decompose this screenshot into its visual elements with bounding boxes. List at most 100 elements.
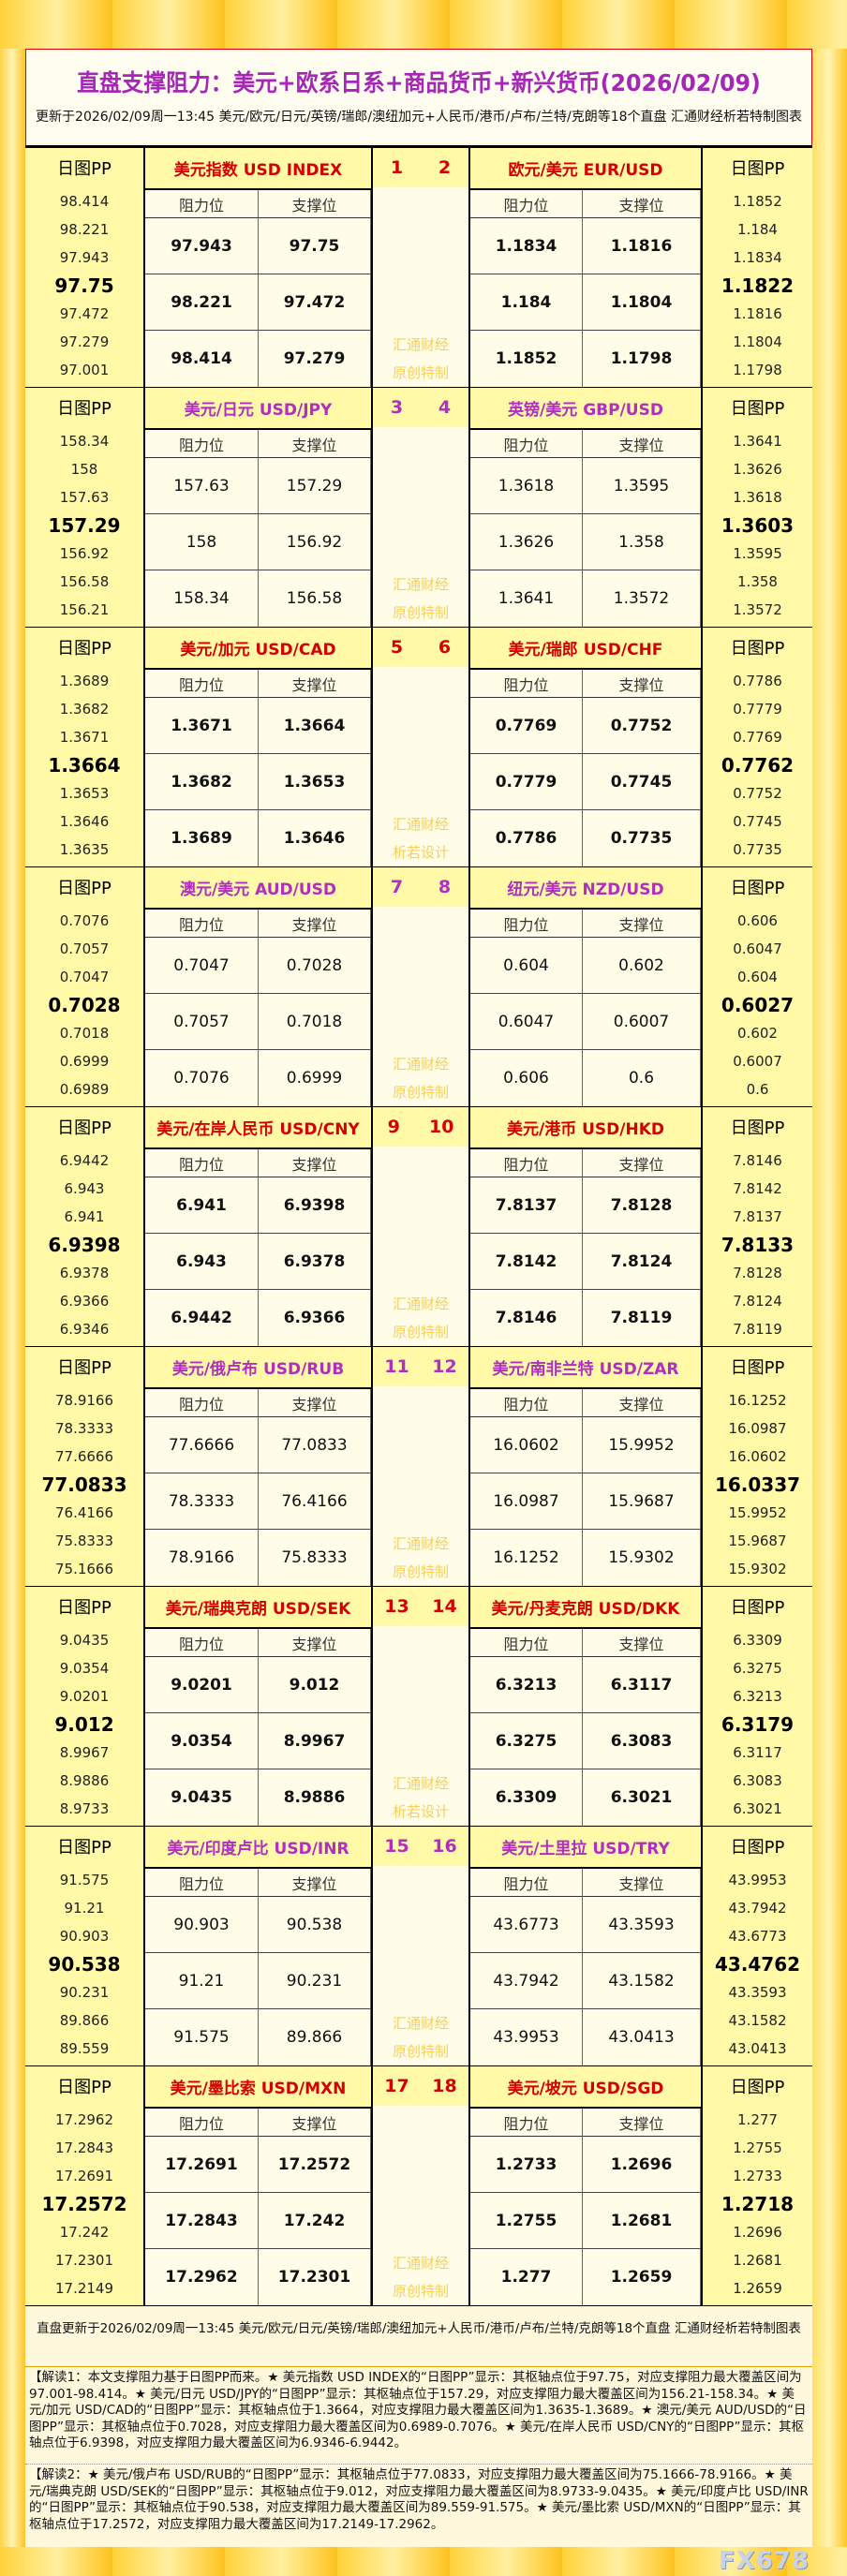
pair-block: 日图PP 9.0435 9.0354 9.0201 9.012 8.9967 8.9886 8… (25, 1584, 812, 1826)
daily-pp-column: 日图PP 6.9442 6.943 6.941 6.9398 6.9378 6.9366 6.… (25, 1107, 145, 1346)
support-header: 支撑位 (259, 190, 371, 218)
support-value: 75.8333 (259, 1530, 371, 1586)
resistance-value: 1.3682 (145, 754, 259, 810)
pp-level: 1.1798 (733, 362, 782, 378)
pp-level: 6.9366 (59, 1293, 110, 1310)
resistance-value: 0.6047 (470, 994, 583, 1050)
pp-level: 0.6999 (59, 1053, 110, 1070)
resistance-value: 6.9442 (145, 1290, 259, 1346)
pp-level: 1.1852 (733, 193, 782, 210)
pp-header: 日图PP (57, 1598, 111, 1618)
pair-title: 美元/瑞郎 USD/CHF (470, 628, 701, 670)
pp-level: 0.7047 (59, 969, 110, 985)
pivot-value: 6.3179 (721, 1713, 795, 1736)
support-value: 156.92 (259, 514, 371, 570)
resistance-value: 90.903 (145, 1897, 259, 1953)
pivot-value: 1.1822 (721, 274, 795, 297)
pair-title: 美元/港币 USD/HKD (470, 1107, 701, 1149)
pp-level: 6.9378 (59, 1265, 110, 1281)
pair-block: 日图PP 1.3689 1.3682 1.3671 1.3664 1.3653 1.3646… (25, 625, 812, 866)
pp-level: 78.9166 (54, 1392, 114, 1409)
pp-level: 9.0201 (59, 1688, 110, 1705)
pp-level: 90.903 (59, 1928, 110, 1945)
pp-level: 9.0354 (59, 1660, 110, 1677)
resistance-value: 17.2843 (145, 2193, 259, 2249)
resistance-header: 阻力位 (145, 1149, 259, 1177)
pair-number: 3 (390, 397, 404, 418)
resistance-value: 1.3689 (145, 810, 259, 866)
daily-pp-column: 日图PP 16.1252 16.0987 16.0602 16.0337 15.9952 1… (701, 1347, 812, 1586)
pp-level: 9.0435 (59, 1632, 110, 1649)
watermark: 汇通财经 原创特制 (373, 1290, 468, 1346)
pp-level: 156.92 (59, 545, 110, 562)
pp-level: 1.1816 (733, 305, 782, 322)
pp-level: 0.6047 (733, 940, 782, 957)
watermark-line: 原创特制 (392, 1563, 449, 1580)
pair-title: 美元/印度卢比 USD/INR (145, 1827, 371, 1869)
support-value: 17.2572 (259, 2137, 371, 2193)
resistance-value: 1.3671 (145, 698, 259, 754)
resistance-header: 阻力位 (145, 430, 259, 458)
pp-level: 6.3117 (733, 1744, 782, 1761)
support-value: 43.1582 (583, 1953, 701, 2009)
pp-level: 7.8142 (733, 1180, 782, 1197)
pp-level: 0.7018 (59, 1025, 110, 1042)
support-value: 6.3021 (583, 1769, 701, 1826)
support-header: 支撑位 (259, 1629, 371, 1657)
pp-header: 日图PP (730, 879, 785, 898)
pp-level: 97.472 (59, 305, 110, 322)
pair-number: 1 (390, 157, 404, 178)
resistance-value: 1.277 (470, 2249, 583, 2305)
daily-pp-column: 日图PP 0.7076 0.7057 0.7047 0.7028 0.7018 0.6999… (25, 867, 145, 1106)
resistance-header: 阻力位 (470, 190, 583, 218)
pair-number: 10 (428, 1117, 454, 1137)
support-value: 156.58 (259, 570, 371, 627)
support-value: 9.012 (259, 1657, 371, 1713)
support-header: 支撑位 (259, 1389, 371, 1417)
resistance-header: 阻力位 (145, 190, 259, 218)
resistance-header: 阻力位 (145, 1389, 259, 1417)
resistance-value: 9.0435 (145, 1769, 259, 1826)
pair-number: 7 (390, 877, 404, 897)
resistance-value: 1.1852 (470, 331, 583, 387)
resistance-value: 158.34 (145, 570, 259, 627)
resistance-value: 98.221 (145, 274, 259, 331)
support-value: 43.0413 (583, 2009, 701, 2065)
pair-title: 英镑/美元 GBP/USD (470, 388, 701, 430)
pp-level: 43.9953 (728, 1872, 787, 1888)
resistance-value: 6.3275 (470, 1713, 583, 1769)
support-value: 1.3653 (259, 754, 371, 810)
resistance-header: 阻力位 (470, 1389, 583, 1417)
pp-level: 17.242 (59, 2224, 110, 2241)
pair-number: 6 (438, 637, 452, 658)
pp-level: 98.221 (59, 221, 110, 238)
support-header: 支撑位 (259, 1149, 371, 1177)
fx678-logo: FX678 (718, 2547, 810, 2575)
pair-number: 5 (390, 637, 404, 658)
pp-level: 6.3275 (733, 1660, 782, 1677)
support-header: 支撑位 (583, 910, 701, 938)
pp-level: 97.943 (59, 249, 110, 266)
pp-level: 0.606 (737, 912, 778, 929)
resistance-value: 1.3641 (470, 570, 583, 627)
watermark-line: 汇通财经 (392, 1295, 449, 1312)
pair-block: 日图PP 98.414 98.221 97.943 97.75 97.472 97.279 9… (25, 145, 812, 387)
watermark-line: 原创特制 (392, 2043, 449, 2060)
resistance-value: 7.8142 (470, 1234, 583, 1290)
watermark-line: 汇通财经 (392, 1056, 449, 1073)
pp-level: 0.6007 (733, 1053, 782, 1070)
resistance-value: 9.0201 (145, 1657, 259, 1713)
support-value: 0.602 (583, 938, 701, 994)
pp-level: 1.3641 (733, 433, 782, 450)
support-value: 1.3572 (583, 570, 701, 627)
daily-pp-column: 日图PP 158.34 158 157.63 157.29 156.92 156.58 156… (25, 388, 145, 627)
pp-level: 1.3572 (733, 601, 782, 618)
resistance-value: 91.575 (145, 2009, 259, 2065)
resistance-header: 阻力位 (145, 910, 259, 938)
resistance-value: 16.1252 (470, 1530, 583, 1586)
pair-title: 欧元/美元 EUR/USD (470, 148, 701, 190)
watermark-line: 原创特制 (392, 364, 449, 381)
pp-level: 1.3682 (59, 701, 110, 718)
